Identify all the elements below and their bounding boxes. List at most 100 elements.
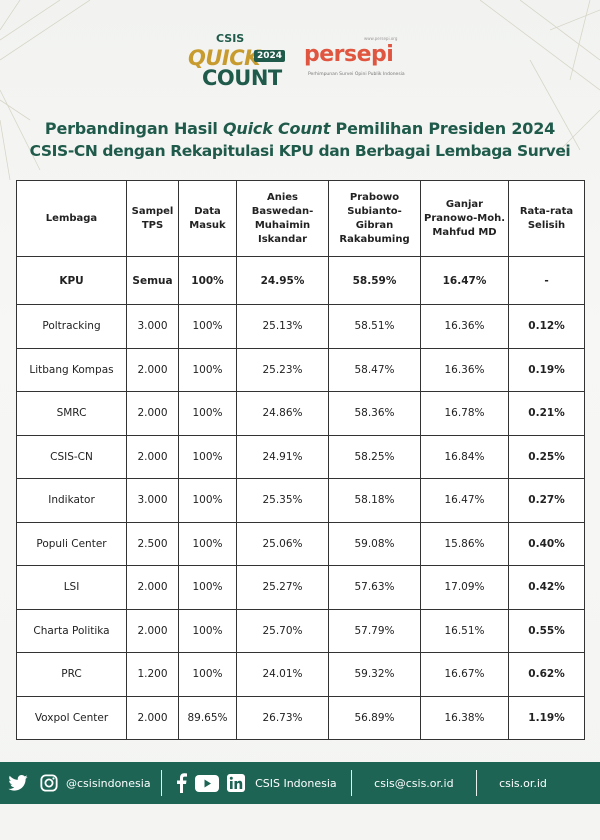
decorative-lines-top-right bbox=[479, 0, 600, 150]
cell-sampel: 1.200 bbox=[126, 652, 179, 697]
header-lembaga: Lembaga bbox=[16, 180, 127, 257]
quick-count-line2: COUNT bbox=[202, 66, 282, 90]
footer-divider bbox=[160, 770, 163, 796]
cell-lembaga: CSIS-CN bbox=[16, 434, 127, 479]
footer-bottom-band bbox=[0, 804, 600, 840]
quick-count-line1: QUICK bbox=[188, 46, 260, 70]
cell-sampel: 2.000 bbox=[126, 565, 179, 610]
cell-ganjar: 17.09% bbox=[420, 565, 509, 610]
instagram-icon[interactable] bbox=[40, 774, 58, 792]
cell-lembaga: KPU bbox=[16, 256, 127, 305]
cell-sampel: 2.000 bbox=[126, 695, 179, 740]
results-table: Lembaga Sampel TPS Data Masuk Anies Basw… bbox=[16, 180, 585, 740]
cell-selisih: 0.62% bbox=[508, 652, 585, 697]
table-row: Poltracking 3.000 100% 25.13% 58.51% 16.… bbox=[16, 304, 585, 349]
header-rata-rata-selisih: Rata-rata Selisih bbox=[508, 180, 585, 257]
persepi-wordmark: persepi bbox=[304, 42, 394, 67]
org-name[interactable]: CSIS Indonesia bbox=[255, 776, 337, 790]
cell-lembaga: LSI bbox=[16, 565, 127, 610]
twitter-icon[interactable] bbox=[8, 775, 28, 791]
cell-data: 100% bbox=[178, 434, 237, 479]
cell-lembaga: PRC bbox=[16, 652, 127, 697]
cell-data: 100% bbox=[178, 391, 237, 436]
cell-lembaga: Poltracking bbox=[16, 304, 127, 349]
cell-selisih: 0.40% bbox=[508, 521, 585, 566]
cell-sampel: 2.000 bbox=[126, 608, 179, 653]
cell-sampel: Semua bbox=[126, 256, 179, 305]
cell-data: 100% bbox=[178, 565, 237, 610]
cell-anies: 25.70% bbox=[236, 608, 329, 653]
title-line-2: CSIS-CN dengan Rekapitulasi KPU dan Berb… bbox=[29, 142, 571, 160]
header-ganjar: Ganjar Pranowo-Moh. Mahfud MD bbox=[420, 180, 509, 257]
title-suffix: Pemilihan Presiden 2024 bbox=[330, 119, 556, 138]
quick-count-year: 2024 bbox=[254, 50, 286, 62]
cell-ganjar: 16.84% bbox=[420, 434, 509, 479]
footer-divider bbox=[350, 770, 353, 796]
cell-prabowo: 58.47% bbox=[328, 347, 421, 392]
table-row: Indikator 3.000 100% 25.35% 58.18% 16.47… bbox=[16, 478, 585, 523]
cell-lembaga: Voxpol Center bbox=[16, 695, 127, 740]
cell-data: 89.65% bbox=[178, 695, 237, 740]
cell-ganjar: 16.36% bbox=[420, 347, 509, 392]
logo-bar: CSIS QUICK 2024 COUNT www.persepi.org pe… bbox=[0, 28, 600, 98]
cell-prabowo: 58.59% bbox=[328, 256, 421, 305]
cell-lembaga: Indikator bbox=[16, 478, 127, 523]
cell-data: 100% bbox=[178, 521, 237, 566]
title-emphasis: Quick Count bbox=[223, 119, 331, 138]
cell-anies: 25.23% bbox=[236, 347, 329, 392]
cell-prabowo: 56.89% bbox=[328, 695, 421, 740]
social-handle[interactable]: @csisindonesia bbox=[66, 776, 151, 790]
persepi-url: www.persepi.org bbox=[364, 36, 398, 41]
cell-anies: 25.27% bbox=[236, 565, 329, 610]
cell-anies: 25.35% bbox=[236, 478, 329, 523]
cell-sampel: 2.000 bbox=[126, 391, 179, 436]
cell-prabowo: 57.79% bbox=[328, 608, 421, 653]
footer-website[interactable]: csis.or.id bbox=[499, 776, 547, 790]
cell-selisih: 0.21% bbox=[508, 391, 585, 436]
persepi-logo: www.persepi.org persepi Perhimpunan Surv… bbox=[304, 36, 414, 84]
cell-prabowo: 58.25% bbox=[328, 434, 421, 479]
cell-selisih: 0.27% bbox=[508, 478, 585, 523]
cell-anies: 26.73% bbox=[236, 695, 329, 740]
cell-data: 100% bbox=[178, 478, 237, 523]
header-prabowo: Prabowo Subianto-Gibran Rakabuming bbox=[328, 180, 421, 257]
cell-selisih: 1.19% bbox=[508, 695, 585, 740]
persepi-tagline: Perhimpunan Survei Opini Publik Indonesi… bbox=[308, 72, 405, 77]
cell-prabowo: 58.51% bbox=[328, 304, 421, 349]
table-row: Litbang Kompas 2.000 100% 25.23% 58.47% … bbox=[16, 347, 585, 392]
cell-data: 100% bbox=[178, 347, 237, 392]
cell-selisih: 0.55% bbox=[508, 608, 585, 653]
table-row: Voxpol Center 2.000 89.65% 26.73% 56.89%… bbox=[16, 695, 585, 740]
cell-selisih: 0.25% bbox=[508, 434, 585, 479]
linkedin-icon[interactable] bbox=[227, 774, 246, 792]
youtube-icon[interactable] bbox=[195, 774, 220, 792]
header-data-masuk: Data Masuk bbox=[178, 180, 237, 257]
table-row: SMRC 2.000 100% 24.86% 58.36% 16.78% 0.2… bbox=[16, 391, 585, 436]
footer-email[interactable]: csis@csis.or.id bbox=[374, 776, 454, 790]
cell-anies: 24.95% bbox=[236, 256, 329, 305]
cell-data: 100% bbox=[178, 256, 237, 305]
cell-anies: 24.91% bbox=[236, 434, 329, 479]
table-row-kpu: KPU Semua 100% 24.95% 58.59% 16.47% - bbox=[16, 256, 585, 305]
cell-lembaga: SMRC bbox=[16, 391, 127, 436]
cell-anies: 25.06% bbox=[236, 521, 329, 566]
cell-ganjar: 16.47% bbox=[420, 478, 509, 523]
title-line-1: Perbandingan Hasil Quick Count Pemilihan… bbox=[0, 118, 600, 140]
cell-lembaga: Populi Center bbox=[16, 521, 127, 566]
cell-sampel: 2.500 bbox=[126, 521, 179, 566]
table-row: CSIS-CN 2.000 100% 24.91% 58.25% 16.84% … bbox=[16, 434, 585, 479]
cell-ganjar: 16.51% bbox=[420, 608, 509, 653]
cell-ganjar: 16.38% bbox=[420, 695, 509, 740]
cell-prabowo: 59.32% bbox=[328, 652, 421, 697]
cell-anies: 25.13% bbox=[236, 304, 329, 349]
cell-sampel: 2.000 bbox=[126, 347, 179, 392]
quick-count-logo: CSIS QUICK 2024 COUNT bbox=[188, 32, 290, 94]
facebook-icon[interactable] bbox=[176, 773, 188, 793]
cell-ganjar: 16.36% bbox=[420, 304, 509, 349]
page-title: Perbandingan Hasil Quick Count Pemilihan… bbox=[0, 118, 600, 162]
cell-anies: 24.01% bbox=[236, 652, 329, 697]
cell-prabowo: 57.63% bbox=[328, 565, 421, 610]
decorative-lines-top-left bbox=[0, 0, 91, 180]
cell-sampel: 3.000 bbox=[126, 478, 179, 523]
